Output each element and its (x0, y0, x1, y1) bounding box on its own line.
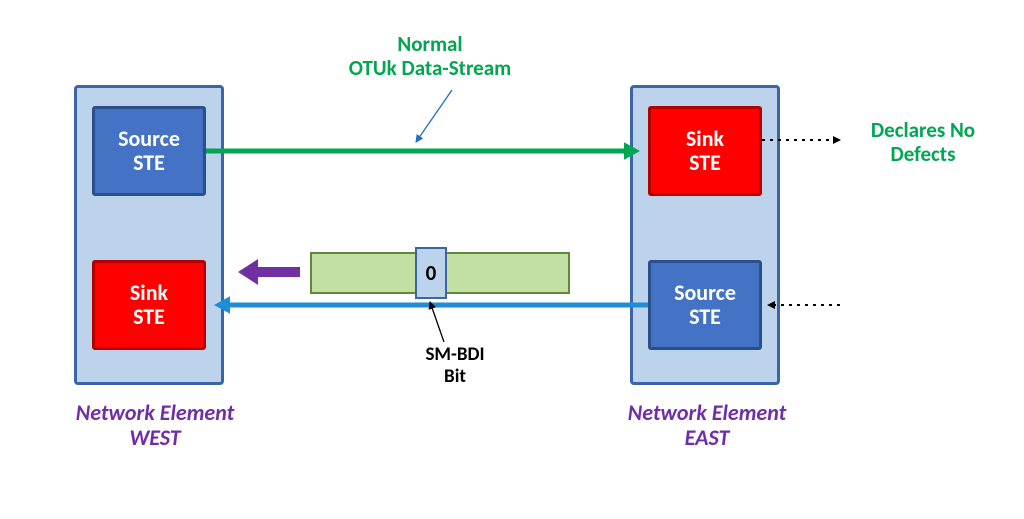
source-west-line1: Source (118, 127, 180, 151)
top-label-leader (416, 90, 452, 142)
sink-ste-east: Sink STE (648, 106, 762, 196)
frame-direction-arrow (238, 259, 300, 285)
sink-ste-west: Sink STE (92, 260, 206, 350)
source-east-line2: STE (674, 305, 736, 329)
caption-east: Network Element EAST (612, 400, 802, 451)
source-east-line1: Source (674, 281, 736, 305)
bit-label-line2: Bit (444, 365, 466, 388)
sink-west-line1: Sink (130, 281, 168, 305)
top-label-line1: Normal (397, 31, 462, 57)
source-ste-west: Source STE (92, 106, 206, 196)
caption-west: Network Element WEST (60, 400, 250, 451)
right-label-line1: Declares No (871, 117, 975, 143)
sink-east-line2: STE (686, 151, 724, 175)
sink-west-line2: STE (130, 305, 168, 329)
source-west-line2: STE (118, 151, 180, 175)
declares-label: Declares No Defects (848, 118, 998, 166)
caption-west-line2: WEST (129, 424, 180, 451)
right-label-line2: Defects (891, 141, 956, 167)
diagram-stage: Source STE Sink STE Sink STE Source STE … (0, 0, 1024, 519)
caption-east-line2: EAST (685, 424, 730, 451)
bit-label: SM-BDI Bit (395, 344, 515, 388)
source-ste-east: Source STE (648, 260, 762, 350)
bit-label-line1: SM-BDI (425, 343, 484, 366)
caption-west-line1: Network Element (76, 399, 234, 426)
bit-value: 0 (426, 260, 437, 286)
bit-label-leader (430, 302, 444, 342)
top-label-line2: OTUk Data-Stream (349, 55, 511, 81)
top-label: Normal OTUk Data-Stream (300, 32, 560, 80)
sm-bdi-bit-cell: 0 (415, 247, 447, 299)
sink-east-line1: Sink (686, 127, 724, 151)
caption-east-line1: Network Element (628, 399, 786, 426)
